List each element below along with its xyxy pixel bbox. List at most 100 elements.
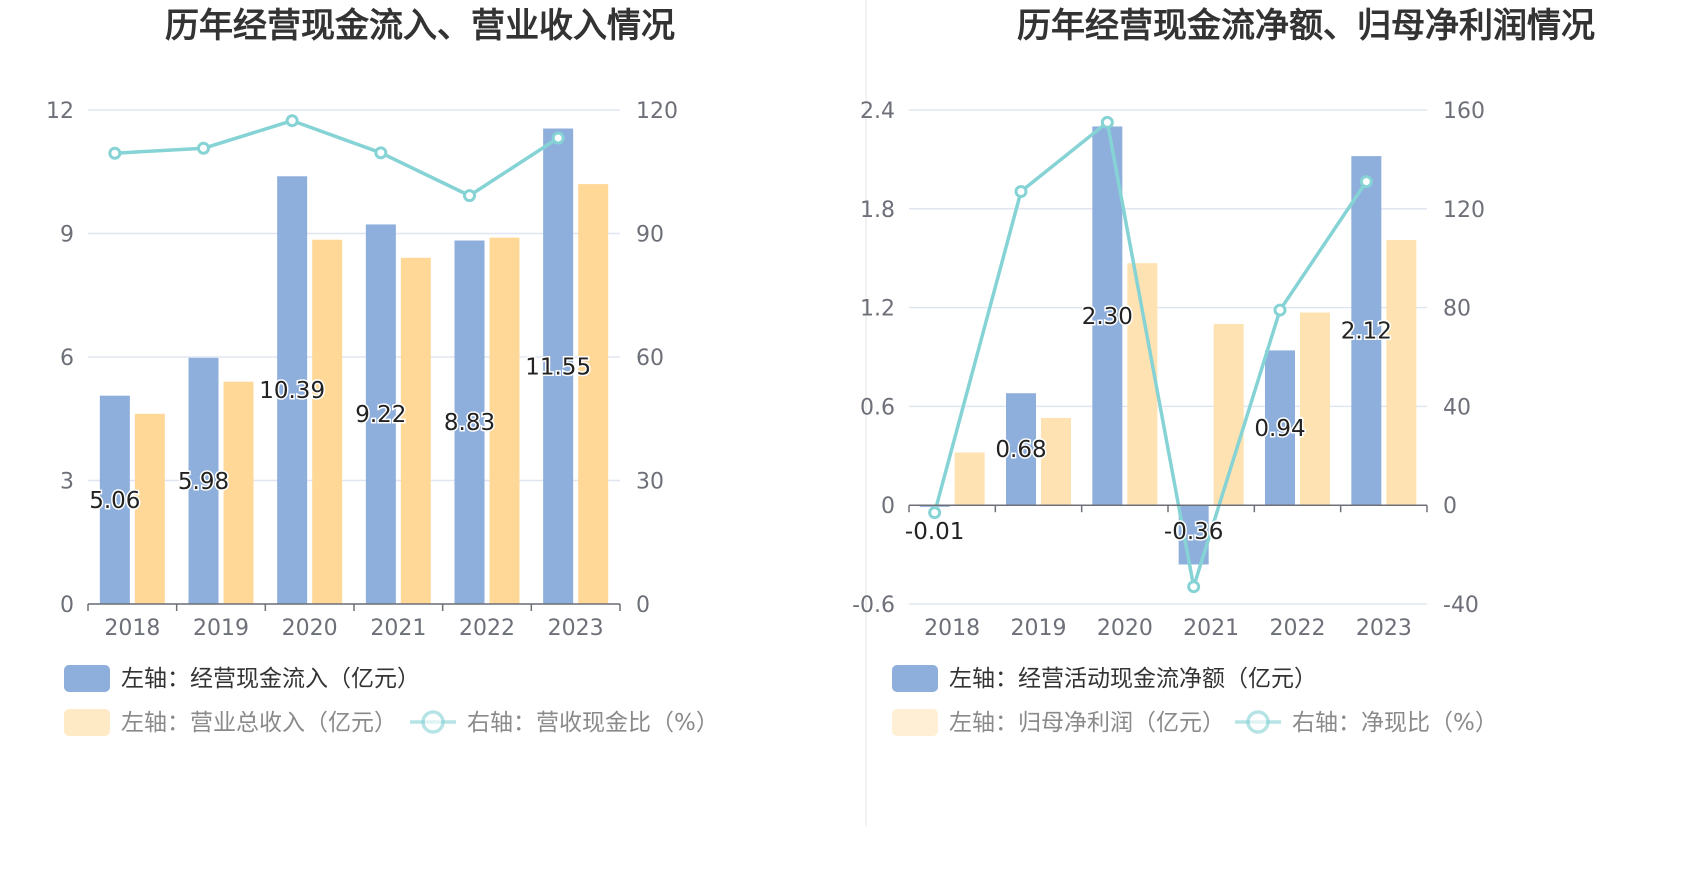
left-axis-tick: 0 xyxy=(60,593,74,618)
line-series xyxy=(114,118,560,198)
left-axis-tick: 0 xyxy=(881,494,895,519)
right-axis-tick: 90 xyxy=(636,223,664,248)
bar-data-label: -0.36 xyxy=(1164,519,1224,545)
x-axis-tick-label: 2018 xyxy=(104,616,160,641)
bar-secondary xyxy=(1127,263,1158,506)
left-axis-tick: 9 xyxy=(60,223,74,248)
right-axis-tick: 0 xyxy=(636,593,650,618)
bar-primary xyxy=(543,128,574,604)
right-axis-tick: 30 xyxy=(636,470,664,495)
line-point xyxy=(551,131,565,145)
x-axis-tick-label: 2018 xyxy=(924,616,980,641)
left-axis-tick: 12 xyxy=(46,99,74,124)
bar-secondary xyxy=(134,413,165,604)
chart-cash-inflow-revenue: 历年经营现金流入、营业收入情况 0 3 6 9 12 0 30 60 90 120 2018 20… xyxy=(46,6,719,736)
left-axis-tick: 2.4 xyxy=(860,99,895,124)
bar-secondary xyxy=(400,257,431,604)
legend-swatch xyxy=(64,709,110,736)
right-axis-tick: 0 xyxy=(1443,494,1457,519)
line-point xyxy=(108,146,122,160)
legend: 左轴：经营活动现金流净额（亿元） 左轴：归母净利润（亿元） 右轴：净现比（%） xyxy=(892,665,1498,736)
chart-title: 历年经营现金流入、营业收入情况 xyxy=(165,6,675,46)
bar-primary xyxy=(454,240,485,604)
line-point xyxy=(1273,303,1287,317)
right-axis-tick: 80 xyxy=(1443,297,1471,322)
line-point xyxy=(1359,175,1373,189)
legend-swatch xyxy=(892,709,938,736)
bar-data-label: 0.94 xyxy=(1254,416,1305,442)
bar-secondary xyxy=(489,237,520,604)
bar-primary xyxy=(188,357,219,604)
line-point xyxy=(1014,185,1028,199)
x-axis-tick-label: 2020 xyxy=(1097,616,1153,641)
x-axis-tick-label: 2020 xyxy=(282,616,338,641)
legend-swatch-marker xyxy=(1246,710,1270,734)
bar-secondary xyxy=(1041,417,1071,506)
line-point xyxy=(1100,115,1114,129)
bar-data-label: 10.39 xyxy=(259,378,325,404)
left-axis-tick: 6 xyxy=(60,346,74,371)
legend-swatch-marker xyxy=(421,710,445,734)
bar-primary xyxy=(1265,350,1295,506)
right-axis-tick: 120 xyxy=(1443,198,1485,223)
line-point xyxy=(928,506,942,520)
x-axis-tick-label: 2019 xyxy=(1011,616,1067,641)
chart-title: 历年经营现金流净额、归母净利润情况 xyxy=(1017,6,1595,46)
x-axis-tick-label: 2022 xyxy=(1270,616,1326,641)
line-point xyxy=(463,189,476,203)
line-point xyxy=(1187,580,1201,594)
bar-data-label: 5.06 xyxy=(89,488,140,514)
legend: 左轴：经营现金流入（亿元） 左轴：营业总收入（亿元） 右轴：营收现金比（%） xyxy=(64,665,719,736)
legend-label: 左轴：归母净利润（亿元） xyxy=(949,710,1225,736)
legend-swatch xyxy=(64,665,110,692)
left-axis-tick: 0.6 xyxy=(860,395,895,420)
x-axis-tick-label: 2023 xyxy=(548,616,604,641)
x-axis-tick-label: 2022 xyxy=(459,616,515,641)
right-axis-tick: 40 xyxy=(1443,395,1471,420)
right-axis-tick: -40 xyxy=(1443,593,1479,618)
chart-net-cashflow-profit: 历年经营现金流净额、归母净利润情况 -0.6 0 0.6 1.2 1.8 2.4 -40 0… xyxy=(852,6,1595,736)
x-axis-tick-label: 2023 xyxy=(1356,616,1412,641)
legend-label: 左轴：经营现金流入（亿元） xyxy=(121,666,420,692)
bar-secondary xyxy=(1300,312,1330,506)
bar-data-label: 2.30 xyxy=(1082,304,1133,330)
bar-primary xyxy=(99,395,130,604)
bar-data-label: 9.22 xyxy=(355,402,406,428)
legend-label: 右轴：净现比（%） xyxy=(1292,710,1498,736)
bar-data-label: 8.83 xyxy=(444,410,495,436)
x-axis-tick-label: 2021 xyxy=(370,616,426,641)
bar-primary xyxy=(365,224,396,604)
bar-secondary xyxy=(312,239,343,605)
bar-secondary xyxy=(578,184,609,604)
bar-secondary xyxy=(1386,240,1417,506)
bar-secondary xyxy=(954,452,985,506)
bar-data-label: 5.98 xyxy=(178,469,229,495)
legend-label: 右轴：营收现金比（%） xyxy=(467,710,719,736)
left-axis-tick: 1.8 xyxy=(860,198,895,223)
left-axis-tick: 1.2 xyxy=(860,297,895,322)
x-axis-tick-label: 2021 xyxy=(1183,616,1239,641)
right-axis-tick: 60 xyxy=(636,346,664,371)
line-point xyxy=(285,114,299,128)
right-axis-tick: 160 xyxy=(1443,99,1485,124)
bar-secondary xyxy=(223,381,254,604)
bar-primary xyxy=(1351,156,1382,506)
x-axis-tick-label: 2019 xyxy=(193,616,249,641)
legend-label: 左轴：营业总收入（亿元） xyxy=(121,710,397,736)
line-point xyxy=(197,141,210,155)
bar-data-label: 11.55 xyxy=(525,354,591,380)
bar-data-label: 0.68 xyxy=(995,437,1046,463)
left-axis-tick: -0.6 xyxy=(852,593,895,618)
legend-label: 左轴：经营活动现金流净额（亿元） xyxy=(949,666,1317,692)
bar-primary xyxy=(1092,126,1123,506)
bar-primary xyxy=(277,176,308,605)
line-series xyxy=(932,120,1368,589)
bar-primary xyxy=(1006,393,1036,506)
line-point xyxy=(374,146,388,160)
legend-swatch xyxy=(892,665,938,692)
right-axis-tick: 120 xyxy=(636,99,678,124)
left-axis-tick: 3 xyxy=(60,470,74,495)
bar-data-label: 2.12 xyxy=(1341,319,1392,345)
bar-data-label: -0.01 xyxy=(905,519,965,545)
